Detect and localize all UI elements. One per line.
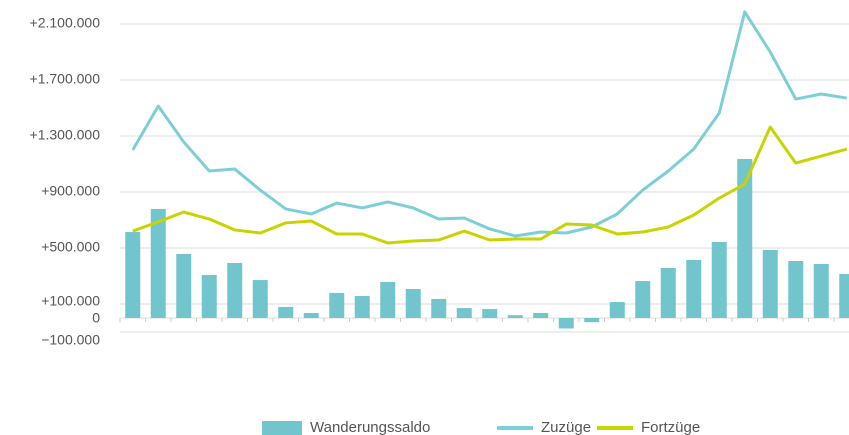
bar (354, 296, 370, 318)
legend-label: Wanderungssaldo (310, 419, 430, 435)
bar (558, 318, 574, 329)
bar (176, 254, 192, 318)
legend-swatch (262, 421, 302, 435)
bar (380, 282, 396, 318)
y-tick-label: +500.000 (41, 239, 100, 255)
y-tick-label: +1.700.000 (30, 71, 101, 87)
line (132, 125, 848, 245)
bar (405, 289, 421, 318)
bar (533, 312, 549, 318)
bar (125, 232, 141, 318)
line (131, 10, 847, 238)
y-tick-label: −100.000 (41, 332, 100, 348)
bar (788, 261, 804, 318)
bar (584, 318, 600, 323)
bar (456, 308, 472, 318)
bar (737, 158, 753, 318)
bar (431, 298, 447, 318)
bar (252, 280, 268, 318)
bar (329, 292, 345, 318)
bar (507, 315, 523, 318)
bar (227, 262, 243, 318)
bar (201, 275, 217, 318)
y-tick-label: +2.100.000 (30, 15, 101, 31)
bar (150, 208, 166, 318)
bar (635, 281, 651, 318)
y-tick-label: +100.000 (41, 293, 100, 309)
y-tick-label: +1.300.000 (30, 127, 101, 143)
y-tick-label: +900.000 (41, 183, 100, 199)
bar (482, 309, 498, 318)
bar (660, 268, 676, 318)
bar (711, 241, 727, 318)
bar (278, 306, 294, 318)
bar (303, 312, 319, 318)
bar (839, 274, 849, 318)
bar (762, 249, 778, 318)
legend-label: Fortzüge (641, 419, 700, 435)
y-tick-label: 0 (92, 310, 100, 326)
bar (686, 260, 702, 318)
bar (609, 302, 625, 318)
bar (813, 263, 829, 318)
legend-label: Zuzüge (541, 419, 591, 435)
